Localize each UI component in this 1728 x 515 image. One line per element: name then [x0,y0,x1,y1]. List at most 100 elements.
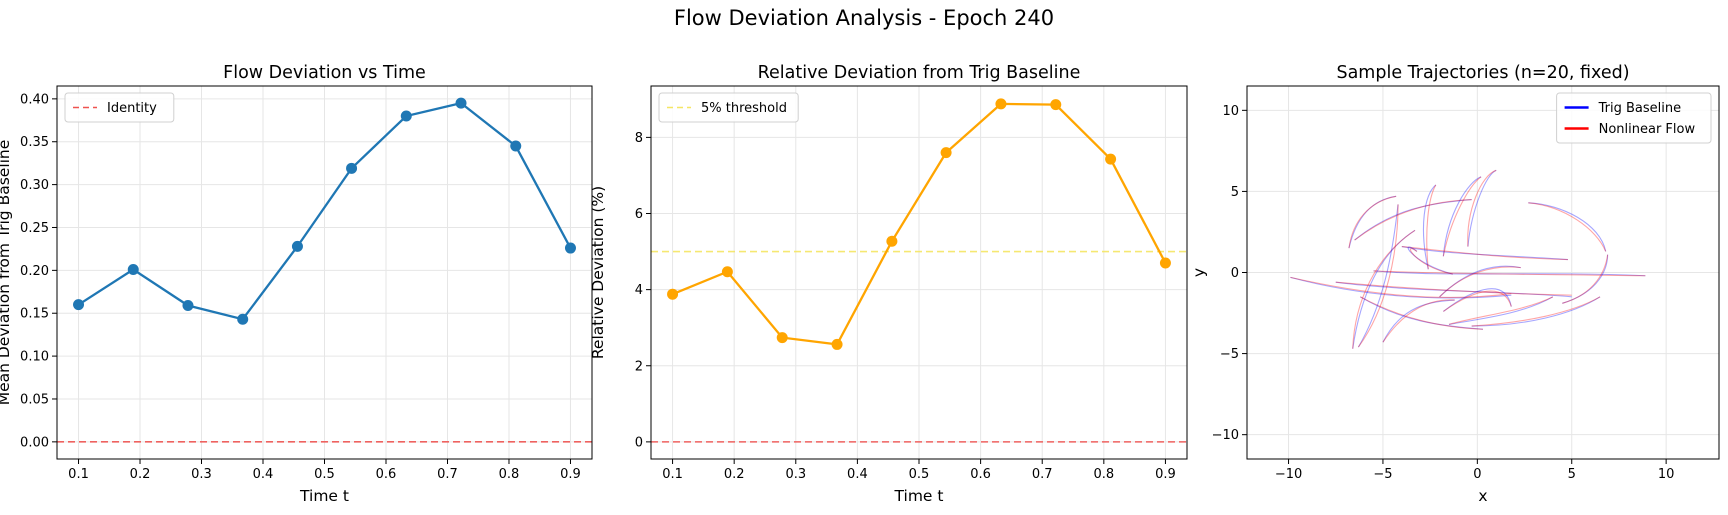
x-tick-label: 0.1 [68,467,89,482]
flow-trajectory [1352,229,1416,349]
x-tick-label: 0.8 [499,467,520,482]
x-tick-label: 0.6 [376,467,397,482]
data-point [510,140,522,152]
chart-title: Flow Deviation vs Time [223,63,426,83]
flow-trajectory [1443,290,1512,312]
x-tick-label: 0.7 [1032,467,1053,482]
legend-label: Identity [107,101,157,116]
trig-trajectory [1401,246,1568,261]
y-tick-label: 4 [635,283,643,298]
legend-box [1556,92,1712,144]
legend-label: 5% threshold [701,101,787,116]
y-tick-label: 0.35 [20,135,49,150]
flow-trajectory [1357,204,1399,348]
y-tick-label: 0.15 [20,307,49,322]
flow-trajectory [1373,270,1646,277]
y-tick-label: 8 [635,131,643,146]
flow-trajectory [1426,184,1437,270]
data-point [1105,153,1117,165]
data-point [182,300,194,312]
x-axis-label: Time t [299,487,349,505]
y-tick-label: 0 [1231,266,1239,281]
flow-trajectory [1467,169,1497,247]
y-axis-label: y [1190,268,1208,277]
trig-trajectory [1335,281,1572,298]
trig-trajectory [1423,184,1437,270]
x-tick-label: 0.2 [724,467,745,482]
x-tick-label: 0.8 [1093,467,1114,482]
x-axis-label: Time t [894,487,944,505]
x-tick-label: 0.1 [662,467,683,482]
y-tick-label: −10 [1212,428,1239,443]
legend-box [64,92,175,123]
x-tick-label: 0.9 [1155,467,1176,482]
flow-trajectory [1562,254,1609,304]
trig-trajectory [1382,299,1455,343]
legend-label: Nonlinear Flow [1599,122,1696,137]
data-point [940,147,952,159]
trig-trajectory [1357,204,1399,348]
trig-trajectory [1467,169,1497,247]
trig-trajectory [1471,296,1601,327]
flow-trajectory [1471,296,1601,327]
chart-title: Relative Deviation from Trig Baseline [758,63,1081,83]
data-point [564,242,576,254]
x-axis-label: x [1478,487,1487,505]
trig-trajectory [1354,198,1472,241]
trig-trajectory [1443,288,1512,312]
data-point [667,288,679,300]
x-tick-label: 0.4 [253,467,274,482]
y-tick-label: 0.00 [20,435,49,450]
data-point [127,263,139,275]
x-tick-label: 0.6 [970,467,991,482]
trig-trajectory [1373,270,1646,277]
y-tick-label: 2 [635,359,643,374]
flow-trajectory [1409,248,1453,275]
data-point [776,332,788,344]
plot-area [1290,169,1646,349]
x-tick-label: 5 [1568,467,1576,482]
y-tick-label: 0.30 [20,178,49,193]
x-tick-label: 0.9 [560,467,581,482]
flow-trajectory [1335,281,1572,296]
y-tick-label: 0.10 [20,350,49,365]
series-line [77,101,572,321]
data-point [1050,99,1062,111]
data-point [721,266,733,278]
legend-label: Trig Baseline [1598,101,1682,116]
trig-trajectory [1360,296,1484,330]
x-tick-label: 0.3 [191,467,212,482]
data-point [455,97,467,109]
data-point [400,110,412,122]
data-point [1159,257,1171,269]
flow-trajectory [1382,299,1455,343]
y-tick-label: 5 [1231,185,1239,200]
plot-area [57,97,592,443]
x-tick-label: 0.5 [909,467,930,482]
data-point [995,98,1007,110]
data-point [346,162,358,174]
y-tick-label: 0.25 [20,221,49,236]
flow-trajectory [1528,202,1607,252]
x-tick-label: 0 [1473,467,1481,482]
trig-trajectory [1352,229,1416,349]
data-point [886,235,898,247]
trig-trajectory [1562,254,1609,304]
x-tick-label: 0.7 [437,467,458,482]
trig-trajectory [1528,202,1607,252]
plot-area [651,98,1187,443]
data-point [73,299,85,311]
flow-trajectory [1354,198,1472,241]
y-tick-label: 0.20 [20,264,49,279]
x-tick-label: 0.4 [847,467,868,482]
x-tick-label: −5 [1373,467,1392,482]
flow-trajectory [1360,296,1484,330]
figure-suptitle: Flow Deviation Analysis - Epoch 240 [673,6,1055,30]
trig-trajectory [1442,176,1482,257]
y-tick-label: 0.05 [20,392,49,407]
x-tick-label: 0.5 [314,467,335,482]
y-axis-label: Mean Deviation from Trig Baseline [0,140,13,406]
flow-trajectory [1439,266,1521,298]
flow-trajectory [1290,276,1512,299]
